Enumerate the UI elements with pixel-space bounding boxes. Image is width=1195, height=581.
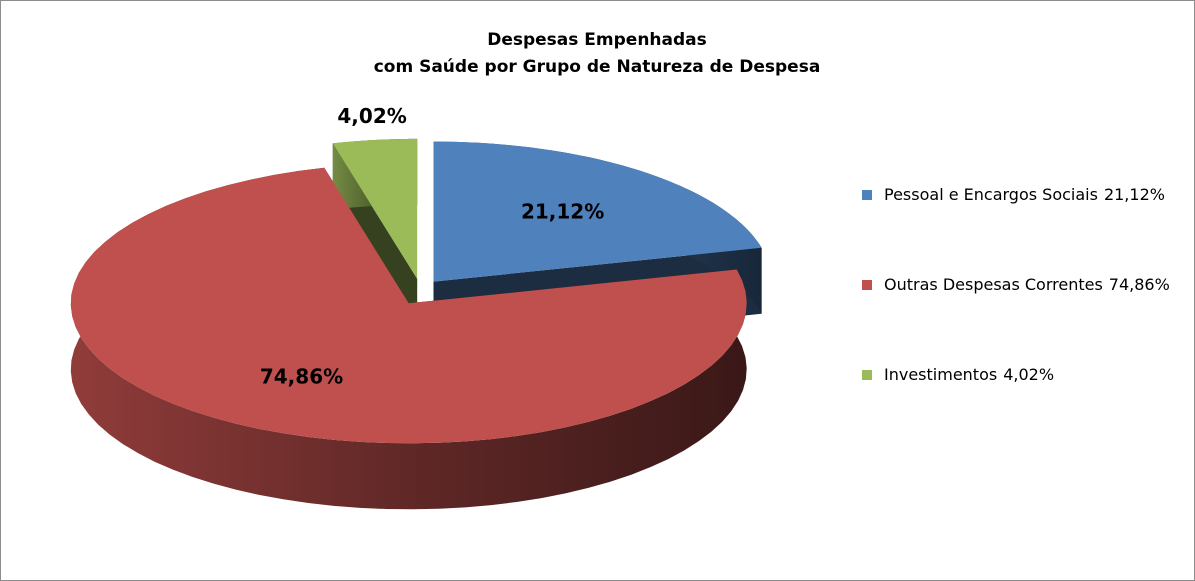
legend-swatch — [862, 280, 872, 290]
legend-value: 4,02% — [1003, 365, 1054, 384]
chart-title: Despesas Empenhadas — [487, 30, 707, 50]
data-label: 74,86% — [260, 364, 343, 388]
data-label: 4,02% — [337, 104, 406, 128]
slice — [332, 138, 418, 279]
legend-value: 74,86% — [1109, 275, 1170, 294]
legend-swatch — [862, 370, 872, 380]
legend-label: Outras Despesas Correntes — [884, 275, 1103, 294]
chart-title: com Saúde por Grupo de Natureza de Despe… — [374, 57, 821, 77]
legend-entry: Investimentos 4,02% — [884, 365, 1054, 384]
slice — [433, 141, 762, 282]
slice — [70, 167, 747, 444]
legend-value: 21,12% — [1104, 185, 1165, 204]
legend-swatch — [862, 190, 872, 200]
legend-entry: Pessoal e Encargos Sociais 21,12% — [884, 185, 1165, 204]
legend-label: Pessoal e Encargos Sociais — [884, 185, 1098, 204]
pie — [70, 138, 762, 510]
legend-entry: Outras Despesas Correntes 74,86% — [884, 275, 1170, 294]
data-label: 21,12% — [521, 200, 604, 224]
legend-label: Investimentos — [884, 365, 997, 384]
